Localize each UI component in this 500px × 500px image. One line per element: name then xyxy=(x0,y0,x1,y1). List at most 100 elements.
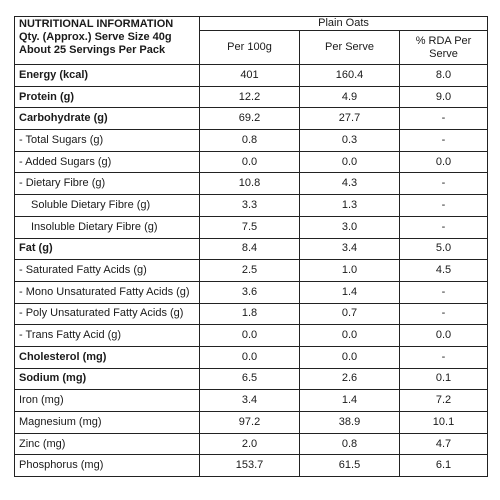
rda-value: 10.1 xyxy=(398,411,489,434)
nutrient-name: Soluble Dietary Fibre (g) xyxy=(14,194,200,217)
per-serve-value: 1.4 xyxy=(299,280,400,304)
nutrient-name: - Poly Unsaturated Fatty Acids (g) xyxy=(14,302,200,326)
per-100g-value: 97.2 xyxy=(199,411,300,434)
rda-value: - xyxy=(398,129,489,152)
per-100g-value: 0.0 xyxy=(199,150,300,174)
nutrient-name: Iron (mg) xyxy=(14,389,200,412)
table-row: - Added Sugars (g) 0.0 0.0 0.0 xyxy=(14,150,489,174)
rda-value: - xyxy=(398,280,489,304)
nutrient-name: Phosphorus (mg) xyxy=(14,454,200,478)
per-serve-value: 38.9 xyxy=(299,411,400,434)
per-serve-value: 1.4 xyxy=(299,389,400,412)
table-row: Protein (g) 12.2 4.9 9.0 xyxy=(14,85,489,109)
info-line: About 25 Servings Per Pack xyxy=(19,44,166,56)
table-row: - Total Sugars (g) 0.8 0.3- xyxy=(14,129,489,152)
rda-value: 4.5 xyxy=(398,259,489,282)
table-row: Cholesterol (mg) 0.0 0.0- xyxy=(14,345,489,369)
table-row: Phosphorus (mg) 153.7 61.5 6.1 xyxy=(14,454,489,478)
table-row: Iron (mg) 3.4 1.4 7.2 xyxy=(14,389,489,412)
table-row: Carbohydrate (g) 69.2 27.7- xyxy=(14,107,489,131)
table-row: Magnesium (mg) 97.2 38.9 10.1 xyxy=(14,411,489,434)
per-100g-value: 3.6 xyxy=(199,280,300,304)
rda-value: 0.0 xyxy=(398,324,489,347)
per-100g-value: 2.0 xyxy=(199,432,300,456)
nutrient-name: Magnesium (mg) xyxy=(14,411,200,434)
table-row: - Trans Fatty Acid (g) 0.0 0.0 0.0 xyxy=(14,324,489,347)
table-row: Soluble Dietary Fibre (g) 3.3 1.3- xyxy=(14,194,489,217)
info-line: NUTRITIONAL INFORMATION xyxy=(19,18,174,30)
nutrient-name: - Trans Fatty Acid (g) xyxy=(14,324,200,347)
nutrient-name: Zinc (mg) xyxy=(14,432,200,456)
per-serve-value: 2.6 xyxy=(299,367,400,391)
rda-value: 4.7 xyxy=(398,432,489,456)
per-100g-value: 0.8 xyxy=(199,129,300,152)
rda-value: 5.0 xyxy=(398,237,489,261)
column-header-per-100g: Per 100g xyxy=(199,30,300,65)
serving-info: NUTRITIONAL INFORMATION Qty. (Approx.) S… xyxy=(14,16,200,65)
per-serve-value: 3.0 xyxy=(299,215,400,239)
per-100g-value: 7.5 xyxy=(199,215,300,239)
per-serve-value: 0.8 xyxy=(299,432,400,456)
nutrient-name: Fat (g) xyxy=(14,237,200,261)
per-100g-value: 0.0 xyxy=(199,345,300,369)
table-row: - Saturated Fatty Acids (g) 2.5 1.0 4.5 xyxy=(14,259,489,282)
rda-value: - xyxy=(398,215,489,239)
nutrient-name: - Added Sugars (g) xyxy=(14,150,200,174)
per-100g-value: 3.4 xyxy=(199,389,300,412)
nutrient-name: Carbohydrate (g) xyxy=(14,107,200,131)
per-serve-value: 4.3 xyxy=(299,172,400,196)
table-row: Fat (g) 8.4 3.4 5.0 xyxy=(14,237,489,261)
nutrient-name: - Dietary Fibre (g) xyxy=(14,172,200,196)
per-100g-value: 2.5 xyxy=(199,259,300,282)
nutrient-name: Energy (kcal) xyxy=(14,64,200,87)
table-row: Zinc (mg) 2.0 0.8 4.7 xyxy=(14,432,489,456)
rda-value: 0.0 xyxy=(398,150,489,174)
per-100g-value: 401 xyxy=(199,64,300,87)
info-line: Qty. (Approx.) Serve Size 40g xyxy=(19,31,172,43)
rda-value: - xyxy=(398,172,489,196)
rda-value: 6.1 xyxy=(398,454,489,478)
per-100g-value: 12.2 xyxy=(199,85,300,109)
nutrient-name: Sodium (mg) xyxy=(14,367,200,391)
per-serve-value: 0.3 xyxy=(299,129,400,152)
nutrient-name: - Mono Unsaturated Fatty Acids (g) xyxy=(14,280,200,304)
per-serve-value: 0.0 xyxy=(299,345,400,369)
per-serve-value: 0.0 xyxy=(299,324,400,347)
rda-value: 9.0 xyxy=(398,85,489,109)
per-serve-value: 1.0 xyxy=(299,259,400,282)
table-row: - Dietary Fibre (g) 10.8 4.3- xyxy=(14,172,489,196)
column-header-rda: % RDA Per Serve xyxy=(398,30,489,65)
nutrition-table: NUTRITIONAL INFORMATION Qty. (Approx.) S… xyxy=(14,16,489,478)
column-header-per-serve: Per Serve xyxy=(299,30,400,65)
nutrient-rows: Energy (kcal) 401 160.4 8.0 Protein (g) 12.2 4… xyxy=(14,64,489,478)
table-row: Energy (kcal) 401 160.4 8.0 xyxy=(14,64,489,87)
rda-value: - xyxy=(398,194,489,217)
per-serve-value: 4.9 xyxy=(299,85,400,109)
rda-value: - xyxy=(398,107,489,131)
nutrient-name: Insoluble Dietary Fibre (g) xyxy=(14,215,200,239)
per-serve-value: 0.0 xyxy=(299,150,400,174)
table-row: Sodium (mg) 6.5 2.6 0.1 xyxy=(14,367,489,391)
per-100g-value: 1.8 xyxy=(199,302,300,326)
per-serve-value: 1.3 xyxy=(299,194,400,217)
per-100g-value: 8.4 xyxy=(199,237,300,261)
per-serve-value: 61.5 xyxy=(299,454,400,478)
per-100g-value: 3.3 xyxy=(199,194,300,217)
per-serve-value: 3.4 xyxy=(299,237,400,261)
per-100g-value: 153.7 xyxy=(199,454,300,478)
rda-value: - xyxy=(398,345,489,369)
table-row: - Poly Unsaturated Fatty Acids (g) 1.8 0.7… xyxy=(14,302,489,326)
rda-value: 7.2 xyxy=(398,389,489,412)
product-name: Plain Oats xyxy=(198,16,489,31)
nutrient-name: Cholesterol (mg) xyxy=(14,345,200,369)
per-100g-value: 0.0 xyxy=(199,324,300,347)
rda-value: 0.1 xyxy=(398,367,489,391)
per-serve-value: 27.7 xyxy=(299,107,400,131)
per-100g-value: 10.8 xyxy=(199,172,300,196)
table-row: Insoluble Dietary Fibre (g) 7.5 3.0- xyxy=(14,215,489,239)
nutrition-panel: NUTRITIONAL INFORMATION Qty. (Approx.) S… xyxy=(14,16,489,478)
nutrient-name: - Total Sugars (g) xyxy=(14,129,200,152)
nutrient-name: - Saturated Fatty Acids (g) xyxy=(14,259,200,282)
rda-value: - xyxy=(398,302,489,326)
per-100g-value: 69.2 xyxy=(199,107,300,131)
